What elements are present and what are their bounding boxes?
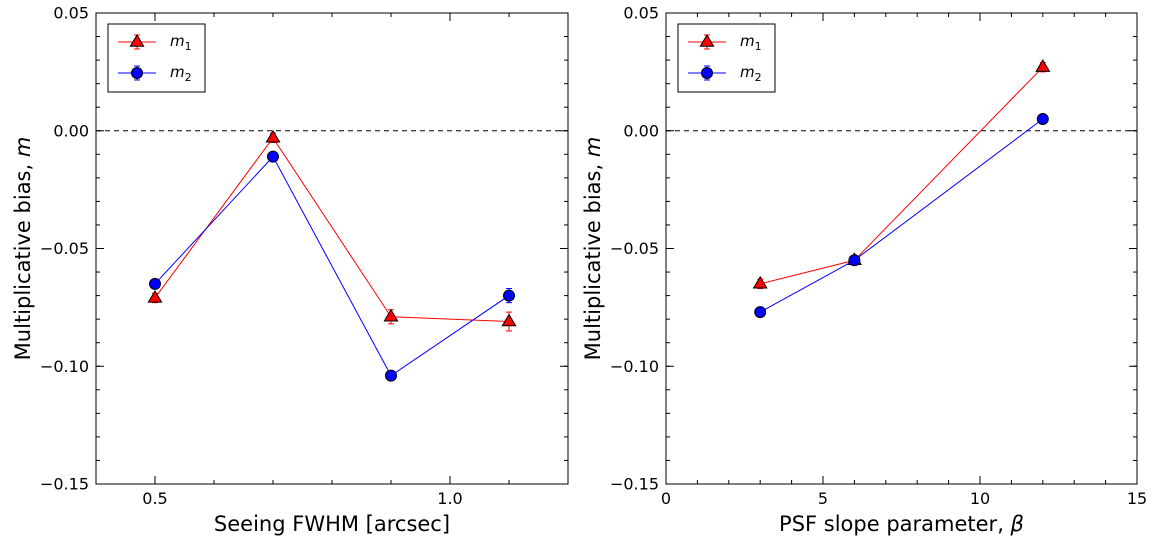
data-point bbox=[754, 306, 767, 319]
legend-label: m2 bbox=[170, 63, 192, 84]
y-tick-label: −0.10 bbox=[40, 357, 89, 376]
data-point bbox=[267, 150, 279, 163]
x-axis-label: Seeing FWHM [arcsec] bbox=[214, 512, 450, 536]
series-m2 bbox=[754, 112, 1049, 319]
legend-label: m1 bbox=[740, 32, 762, 53]
y-tick-label: 0.05 bbox=[623, 4, 659, 23]
data-point bbox=[1036, 112, 1049, 125]
series-line bbox=[759, 118, 1044, 313]
y-tick-label: −0.05 bbox=[610, 239, 659, 258]
data-point bbox=[501, 313, 517, 327]
series-line bbox=[760, 66, 1044, 285]
legend-marker bbox=[699, 34, 715, 47]
y-tick-label: −0.15 bbox=[40, 475, 89, 494]
y-tick-label: −0.10 bbox=[610, 357, 659, 376]
series-line bbox=[154, 155, 510, 377]
x-tick-label: 0.5 bbox=[142, 489, 167, 508]
data-point bbox=[503, 289, 515, 302]
legend-marker bbox=[701, 67, 713, 79]
legend-label: m2 bbox=[740, 63, 762, 84]
y-tick-label: 0.00 bbox=[53, 121, 89, 140]
x-tick-label: 0 bbox=[661, 489, 671, 508]
series-m1 bbox=[752, 59, 1051, 290]
x-tick-label: 1.0 bbox=[437, 489, 462, 508]
y-tick-label: 0.05 bbox=[53, 4, 89, 23]
series-m1 bbox=[147, 129, 517, 332]
y-axis-label: Multiplicative bias, m bbox=[581, 137, 605, 361]
data-point bbox=[1035, 59, 1051, 72]
data-point bbox=[385, 369, 397, 382]
legend-box bbox=[107, 23, 206, 93]
plot-frame bbox=[95, 12, 569, 485]
data-point bbox=[383, 308, 399, 322]
legend-marker bbox=[131, 67, 143, 79]
chart-panel-1: 0.050.00−0.05−0.10−0.150.5 1.0m1m2Seeing … bbox=[11, 4, 569, 536]
legend-label: m1 bbox=[170, 32, 192, 53]
y-tick-label: −0.15 bbox=[610, 475, 659, 494]
data-point bbox=[848, 254, 861, 267]
legend-box bbox=[677, 23, 776, 93]
y-tick-label: −0.05 bbox=[40, 239, 89, 258]
legend-marker bbox=[129, 34, 145, 47]
data-point bbox=[265, 129, 281, 143]
x-tick-label: 15 bbox=[1127, 489, 1147, 508]
x-tick-label: 5 bbox=[818, 489, 828, 508]
data-point bbox=[147, 289, 163, 303]
plot-frame bbox=[665, 12, 1138, 485]
data-point bbox=[149, 277, 161, 290]
series-line bbox=[154, 136, 510, 323]
y-axis-label: Multiplicative bias, m bbox=[11, 137, 35, 361]
data-point bbox=[752, 275, 768, 289]
y-tick-label: 0.00 bbox=[623, 121, 659, 140]
x-tick-label: 10 bbox=[970, 489, 990, 508]
series-m2 bbox=[149, 150, 515, 382]
x-axis-label: PSF slope parameter, β bbox=[779, 512, 1024, 536]
